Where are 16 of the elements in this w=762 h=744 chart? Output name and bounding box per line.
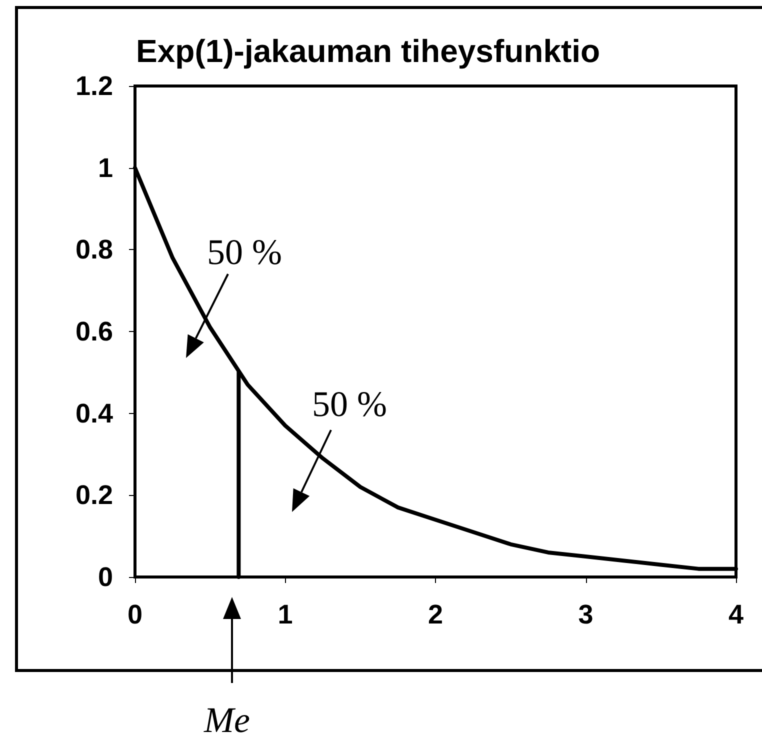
y-tick-label: 0.4 [75, 398, 113, 428]
x-tick-label: 1 [278, 600, 293, 630]
x-tick-label: 3 [578, 600, 594, 630]
y-tick-label: 0.2 [75, 480, 113, 510]
x-tick-label: 2 [428, 600, 444, 630]
annotation: 50 % [312, 384, 387, 424]
text: Me [204, 700, 250, 740]
x-tick-label: 4 [728, 600, 744, 630]
y-tick-label: 0.8 [75, 234, 113, 265]
x-tick-label: 0 [127, 600, 143, 630]
annotation: 50 % [207, 232, 282, 272]
y-tick-label: 0 [98, 562, 113, 592]
y-tick-label: 1 [98, 152, 113, 183]
y-tick-label: 1.2 [75, 71, 113, 101]
y-tick-label: 0.6 [75, 316, 113, 346]
chart-title: Exp(1)-jakauman tiheysfunktio [136, 33, 600, 69]
